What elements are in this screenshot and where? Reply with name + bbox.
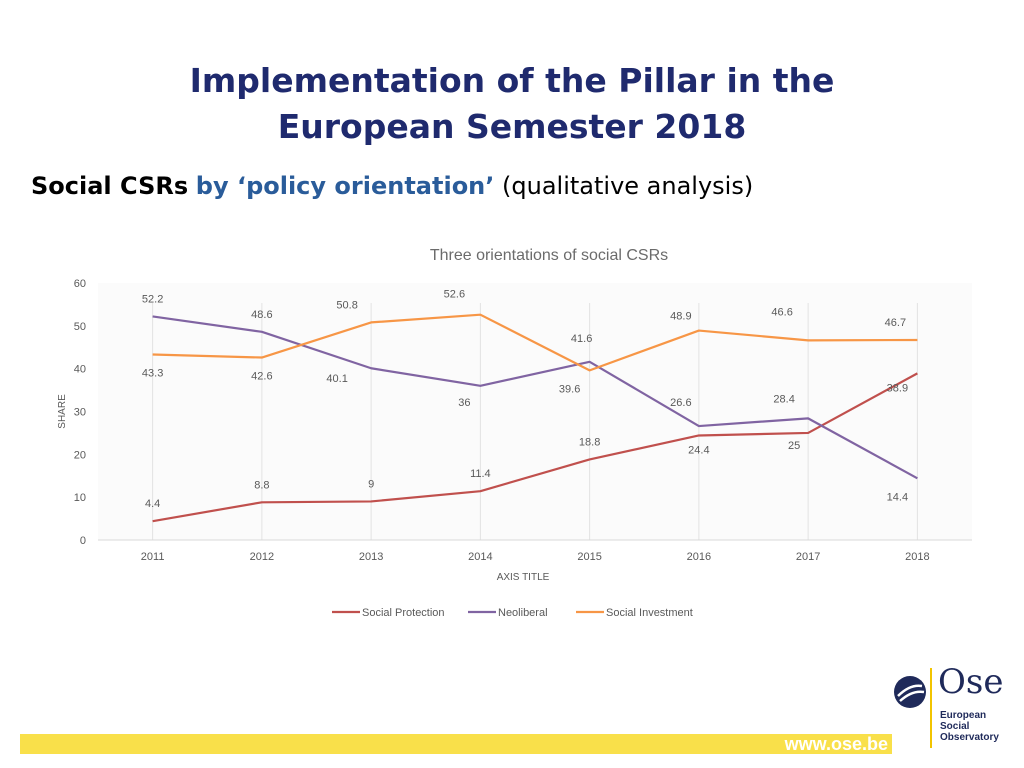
legend-label: Neoliberal: [498, 607, 548, 619]
data-label: 9: [368, 478, 374, 490]
data-label: 42.6: [251, 371, 272, 383]
x-tick-label: 2012: [250, 551, 274, 563]
data-label: 28.4: [773, 393, 794, 405]
series-line-social-protection: [152, 372, 918, 523]
chart-title: Three orientations of social CSRs: [430, 247, 668, 264]
y-tick-label: 0: [80, 535, 86, 547]
y-tick-label: 20: [74, 449, 86, 461]
data-label: 48.6: [251, 309, 272, 321]
series-line-neoliberal: [152, 315, 918, 480]
plot-area: [98, 283, 972, 540]
data-label: 4.4: [145, 498, 160, 510]
logo-line-3: Observatory: [940, 732, 999, 743]
data-label: 43.3: [142, 368, 163, 380]
logo-line-2: Social: [940, 721, 970, 732]
subtitle-qualitative: (qualitative analysis): [502, 172, 754, 200]
y-tick-label: 30: [74, 407, 86, 419]
line-chart: Three orientations of social CSRs 0 10 20 30…: [57, 247, 972, 619]
x-tick-label: 2017: [796, 551, 820, 563]
subtitle-social-csrs: Social CSRs: [31, 172, 189, 200]
x-tick-label: 2013: [359, 551, 383, 563]
logo-subtext: European Social Observatory: [940, 710, 999, 743]
data-label: 24.4: [688, 444, 709, 456]
legend-label: Social Investment: [606, 607, 693, 619]
logo-divider: [930, 668, 932, 748]
data-label: 18.8: [579, 436, 600, 448]
data-label: 46.6: [771, 306, 792, 318]
data-label: 48.9: [670, 311, 691, 323]
footer-url[interactable]: www.ose.be: [784, 734, 888, 754]
data-label: 40.1: [326, 373, 347, 385]
x-tick-label: 2011: [141, 551, 165, 563]
logo-name: Ose: [938, 662, 1004, 702]
subtitle-policy-orientation: by ‘policy orientation’: [195, 172, 495, 200]
data-label: 50.8: [336, 299, 357, 311]
legend-label: Social Protection: [362, 607, 445, 619]
data-label: 36: [458, 397, 470, 409]
series-line-social-investment: [152, 313, 918, 372]
logo-line-1: European: [940, 710, 987, 721]
y-axis-title: SHARE: [57, 394, 68, 429]
data-label: 39.6: [559, 383, 580, 395]
data-label: 26.6: [670, 397, 691, 409]
y-tick-label: 10: [74, 492, 86, 504]
x-tick-label: 2018: [905, 551, 929, 563]
data-label: 52.6: [444, 289, 465, 301]
slide-title: Implementation of the Pillar in the Euro…: [189, 61, 835, 146]
x-tick-label: 2014: [468, 551, 492, 563]
data-label: 11.4: [470, 468, 491, 480]
data-label: 41.6: [571, 333, 592, 345]
data-label: 46.7: [885, 317, 906, 329]
data-label: 38.9: [887, 382, 908, 394]
data-label: 14.4: [887, 491, 908, 503]
x-axis-title: AXIS TITLE: [497, 572, 550, 583]
slide-subtitle: Social CSRs by ‘policy orientation’ (qua…: [31, 172, 753, 200]
y-tick-label: 50: [74, 321, 86, 333]
ose-logo: Ose European Social Observatory: [892, 660, 1010, 752]
y-tick-label: 60: [74, 278, 86, 290]
data-label: 52.2: [142, 293, 163, 305]
data-label: 8.8: [254, 479, 269, 491]
x-tick-label: 2015: [577, 551, 601, 563]
data-label: 25: [788, 440, 800, 452]
footer-bar: www.ose.be: [20, 734, 892, 754]
x-tick-label: 2016: [687, 551, 711, 563]
ose-globe-icon: [894, 676, 926, 708]
y-tick-label: 40: [74, 364, 86, 376]
